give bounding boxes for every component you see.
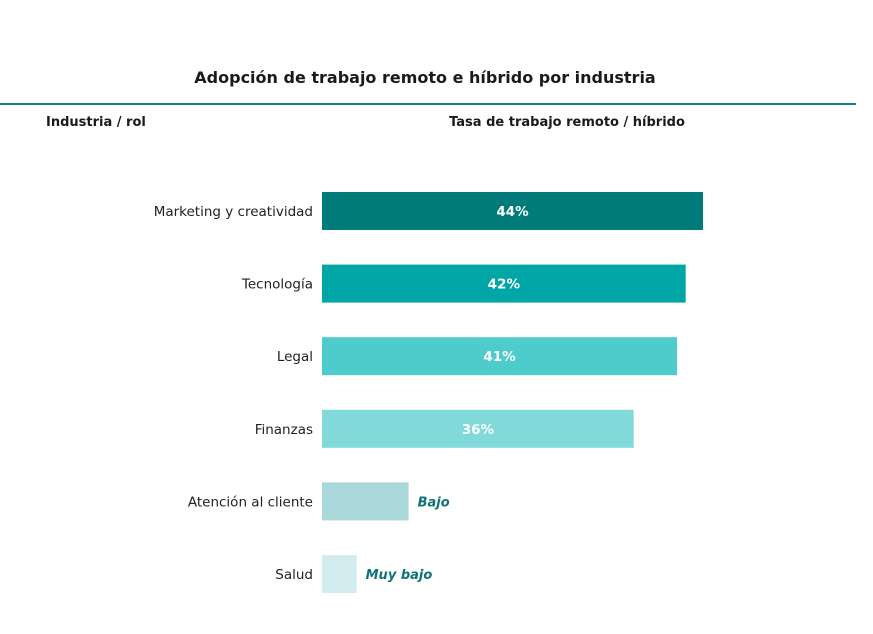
bar-atencion-al-cliente <box>322 482 409 521</box>
value-label-finanzas: 36% <box>462 422 495 438</box>
category-label-atencion-al-cliente: Atención al cliente <box>188 494 313 510</box>
qualitative-label-atencion-al-cliente: Bajo <box>418 495 450 510</box>
qualitative-label-salud: Muy bajo <box>366 568 433 583</box>
category-column-header: Industria / rol <box>46 115 146 130</box>
category-label-salud: Salud <box>275 567 313 583</box>
bar-tecnologia <box>322 264 686 303</box>
category-label-finanzas: Finanzas <box>255 422 313 438</box>
value-label-tecnologia: 42% <box>488 277 521 293</box>
category-label-legal: Legal <box>277 349 313 365</box>
value-label-marketing-y-creatividad: 44% <box>496 204 529 220</box>
value-label-legal: 41% <box>483 349 516 365</box>
bar-salud <box>322 555 357 593</box>
bar-marketing-y-creatividad <box>322 192 703 230</box>
bar-legal <box>322 337 678 376</box>
category-label-tecnologia: Tecnología <box>241 277 313 293</box>
bar-finanzas <box>322 409 634 448</box>
bars-group: Marketing y creatividad 44% Tecnología 42% L… <box>154 192 703 593</box>
value-column-header: Tasa de trabajo remoto / híbrido <box>449 115 685 130</box>
category-label-marketing-y-creatividad: Marketing y creatividad <box>154 204 313 220</box>
chart-title: Adopción de trabajo remoto e híbrido por… <box>194 68 655 87</box>
